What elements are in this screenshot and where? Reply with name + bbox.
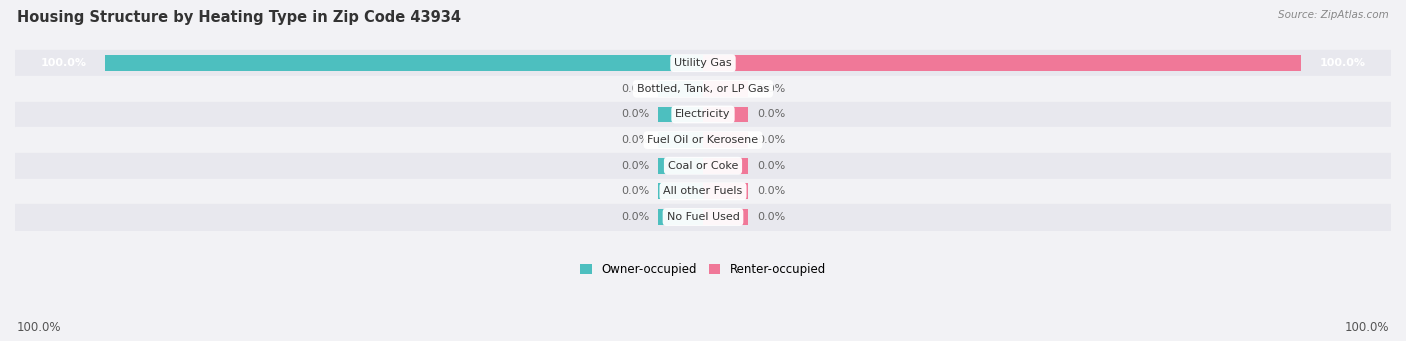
Text: Utility Gas: Utility Gas (675, 58, 731, 68)
Text: 0.0%: 0.0% (756, 187, 785, 196)
Text: Bottled, Tank, or LP Gas: Bottled, Tank, or LP Gas (637, 84, 769, 94)
Text: 100.0%: 100.0% (1319, 58, 1365, 68)
Bar (104, 55, 703, 71)
Bar (703, 158, 748, 174)
Bar (658, 158, 703, 174)
Text: 0.0%: 0.0% (621, 109, 650, 119)
Bar (15, 76, 1391, 102)
Text: 100.0%: 100.0% (1344, 321, 1389, 334)
Text: All other Fuels: All other Fuels (664, 187, 742, 196)
Bar (15, 50, 1391, 76)
Text: Source: ZipAtlas.com: Source: ZipAtlas.com (1278, 10, 1389, 20)
Bar (703, 81, 748, 97)
Bar (15, 102, 1391, 127)
Bar (703, 183, 748, 199)
Text: 0.0%: 0.0% (621, 187, 650, 196)
Text: 0.0%: 0.0% (756, 161, 785, 171)
Text: 0.0%: 0.0% (621, 135, 650, 145)
Bar (15, 204, 1391, 230)
Text: Fuel Oil or Kerosene: Fuel Oil or Kerosene (647, 135, 759, 145)
Text: 0.0%: 0.0% (756, 135, 785, 145)
Text: 0.0%: 0.0% (756, 212, 785, 222)
Bar (703, 209, 748, 225)
Bar (658, 209, 703, 225)
Bar (658, 132, 703, 148)
Text: Electricity: Electricity (675, 109, 731, 119)
Text: Housing Structure by Heating Type in Zip Code 43934: Housing Structure by Heating Type in Zip… (17, 10, 461, 25)
Text: Coal or Coke: Coal or Coke (668, 161, 738, 171)
Bar (658, 81, 703, 97)
Legend: Owner-occupied, Renter-occupied: Owner-occupied, Renter-occupied (579, 263, 827, 276)
Bar (703, 132, 748, 148)
Bar (15, 127, 1391, 153)
Bar (15, 179, 1391, 204)
Bar (658, 183, 703, 199)
Text: 0.0%: 0.0% (756, 109, 785, 119)
Bar (703, 55, 1302, 71)
Bar (15, 153, 1391, 179)
Text: 0.0%: 0.0% (621, 84, 650, 94)
Text: 100.0%: 100.0% (17, 321, 62, 334)
Text: 0.0%: 0.0% (621, 161, 650, 171)
Bar (703, 106, 748, 122)
Text: 0.0%: 0.0% (621, 212, 650, 222)
Text: No Fuel Used: No Fuel Used (666, 212, 740, 222)
Text: 100.0%: 100.0% (41, 58, 87, 68)
Bar (658, 106, 703, 122)
Text: 0.0%: 0.0% (756, 84, 785, 94)
